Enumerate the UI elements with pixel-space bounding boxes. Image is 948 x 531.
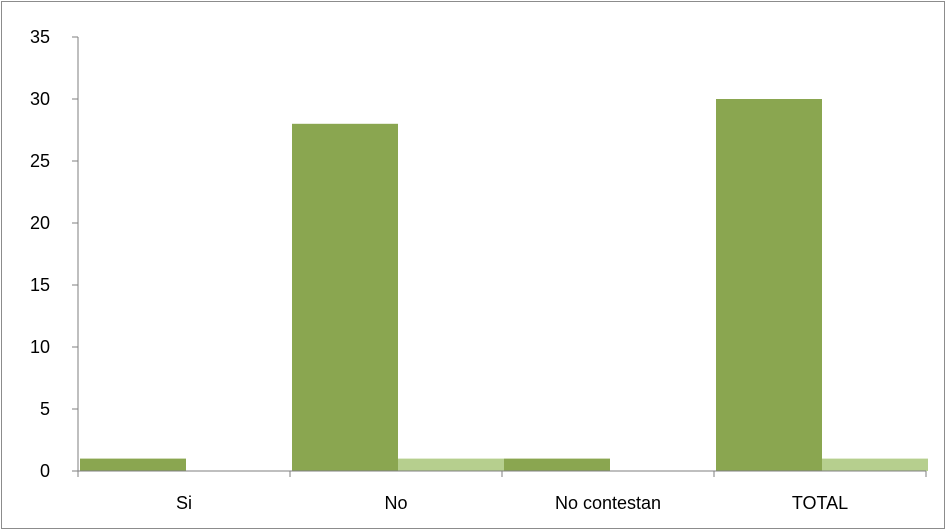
labels-layer: Si No No contestan TOTAL 0 5 10 15 20 25 30 35: [30, 27, 848, 513]
x-tick-label: Si: [176, 493, 192, 513]
bar-series2-total: [822, 458, 928, 471]
x-tick-label: No contestan: [555, 493, 661, 513]
bars-layer: [80, 99, 928, 472]
y-tick-label: 15: [30, 275, 50, 295]
y-tick-label: 30: [30, 89, 50, 109]
y-tick-label: 25: [30, 151, 50, 171]
bar-series1-si: [80, 458, 186, 471]
y-tick-label: 20: [30, 213, 50, 233]
bar-series1-no-contestan: [504, 458, 610, 471]
y-tick-label: 0: [40, 461, 50, 481]
x-tick-label: No: [384, 493, 407, 513]
y-tick-label: 10: [30, 337, 50, 357]
bar-series2-no: [398, 458, 504, 471]
x-tick-label: TOTAL: [792, 493, 848, 513]
bar-series1-total: [716, 99, 822, 471]
y-tick-label: 5: [40, 399, 50, 419]
axes-layer: [72, 36, 927, 477]
bar-series1-no: [292, 123, 398, 472]
y-tick-label: 35: [30, 27, 50, 47]
